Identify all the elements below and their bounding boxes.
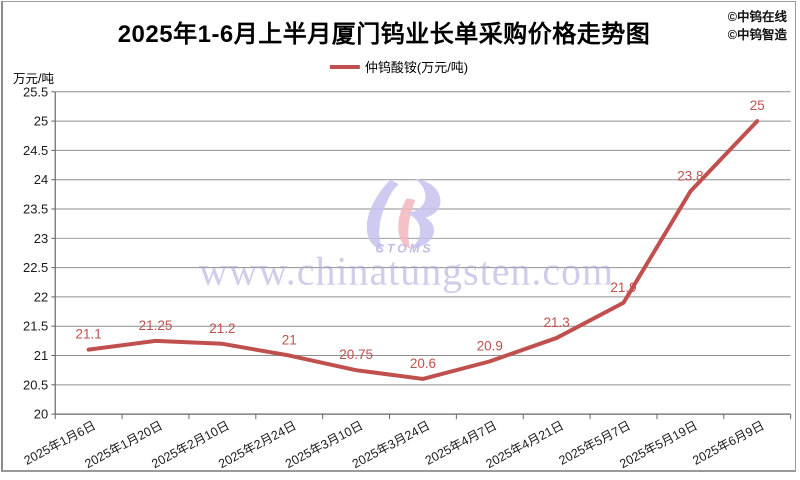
y-tick-label: 22 — [34, 289, 48, 304]
watermark-url-text: www.chinatungsten.com — [199, 248, 614, 293]
data-point-label: 21.3 — [544, 315, 570, 330]
attribution-line-2: ©中钨智造 — [727, 28, 787, 42]
chart-title: 2025年1-6月上半月厦门钨业长单采购价格走势图 — [117, 21, 651, 48]
y-tick-label: 21.5 — [23, 319, 48, 334]
y-tick-label: 24.5 — [23, 143, 48, 158]
series-line-layer: 21.1 21.25 21.2 21 20.75 20.6 20.9 21.3 21.9 23.8… — [76, 98, 765, 381]
y-tick-label: 22.5 — [23, 260, 48, 275]
data-point-label: 20.6 — [410, 356, 436, 371]
y-tick-label: 23 — [34, 231, 48, 246]
data-point-label: 21.9 — [610, 280, 636, 295]
data-point-label: 20.75 — [339, 347, 373, 362]
price-trend-line-chart: 20 20.5 21 21.5 22 22.5 23 23.5 24 24.5 25 25.5 2025… — [22, 84, 792, 470]
logo-left-swan — [366, 180, 399, 251]
data-point-label: 21 — [282, 333, 297, 348]
y-tick-label: 25 — [34, 114, 48, 129]
data-point-label: 20.9 — [477, 338, 503, 353]
y-tick-label: 24 — [34, 172, 48, 187]
ctoms-logo-icon — [366, 178, 441, 251]
y-tick-label: 25.5 — [23, 84, 48, 99]
logo-right-swan — [405, 178, 441, 249]
data-point-label: 21.2 — [209, 321, 235, 336]
data-point-label: 21.25 — [139, 318, 173, 333]
watermark: CTOMS www.chinatungsten.com — [199, 178, 614, 293]
data-point-label: 21.1 — [76, 327, 102, 342]
legend-label: 仲钨酸铵(万元/吨) — [364, 60, 469, 75]
series-line — [86, 119, 760, 381]
chart-frame: 2025年1-6月上半月厦门钨业长单采购价格走势图 ©中钨在线 ©中钨智造 仲钨… — [1, 1, 796, 472]
y-tick-label: 20 — [34, 407, 48, 422]
data-point-label: 25 — [750, 98, 765, 113]
legend: 仲钨酸铵(万元/吨) — [329, 57, 469, 76]
logo-pink-flame — [398, 198, 416, 249]
y-tick-label: 23.5 — [23, 202, 48, 217]
y-tick-label: 21 — [34, 348, 48, 363]
legend-line-swatch — [329, 64, 360, 69]
data-point-label: 23.8 — [677, 168, 703, 183]
attribution-line-1: ©中钨在线 — [727, 10, 787, 24]
attribution: ©中钨在线 ©中钨智造 — [728, 8, 787, 44]
y-tick-label: 20.5 — [23, 377, 48, 392]
watermark-logo-caption: CTOMS — [375, 241, 433, 255]
x-category-label: 2025年6月9日 — [690, 418, 766, 467]
y-axis-unit-label: 万元/吨 — [13, 72, 54, 86]
